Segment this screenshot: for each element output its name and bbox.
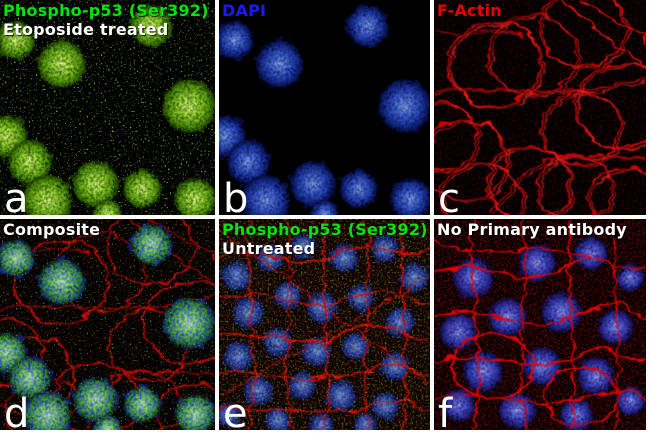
panel-b-title: DAPI bbox=[222, 1, 267, 20]
micrograph-f-no-primary bbox=[434, 219, 646, 430]
micrograph-d-composite bbox=[0, 219, 215, 430]
micrograph-b-dapi-nuclei bbox=[219, 0, 430, 215]
panel-f: No Primary antibody f bbox=[434, 219, 646, 430]
panel-d: Composite d bbox=[0, 219, 215, 430]
panel-a-title: Phospho-p53 (Ser392) bbox=[3, 1, 209, 20]
panel-e-letter: e bbox=[223, 391, 248, 430]
panel-e-title: Phospho-p53 (Ser392) bbox=[222, 220, 428, 239]
panel-a-subtitle: Etoposide treated bbox=[3, 20, 169, 39]
panel-a: Phospho-p53 (Ser392) Etoposide treated a bbox=[0, 0, 215, 215]
panel-b-letter: b bbox=[223, 176, 249, 215]
panel-b-labels: DAPI bbox=[222, 1, 266, 20]
panel-b: DAPI b bbox=[219, 0, 430, 215]
panel-f-labels: No Primary antibody bbox=[437, 220, 627, 239]
panel-e: Phospho-p53 (Ser392) Untreated e bbox=[219, 219, 430, 430]
micrograph-e-untreated bbox=[219, 219, 430, 430]
panel-c-title: F-Actin bbox=[437, 1, 502, 20]
panel-a-letter: a bbox=[4, 176, 29, 215]
panel-e-subtitle: Untreated bbox=[222, 239, 316, 258]
panel-d-labels: Composite bbox=[3, 220, 100, 239]
panel-c-labels: F-Actin bbox=[437, 1, 502, 20]
micrograph-a-green-nuclei bbox=[0, 0, 215, 215]
panel-c-letter: c bbox=[438, 176, 460, 215]
panel-f-title: No Primary antibody bbox=[437, 220, 627, 239]
panel-f-letter: f bbox=[438, 391, 453, 430]
panel-d-title: Composite bbox=[3, 220, 101, 239]
panel-a-labels: Phospho-p53 (Ser392) Etoposide treated bbox=[3, 1, 209, 39]
panel-c: F-Actin c bbox=[434, 0, 646, 215]
micrograph-c-factin bbox=[434, 0, 646, 215]
panel-d-letter: d bbox=[4, 391, 30, 430]
panel-e-labels: Phospho-p53 (Ser392) Untreated bbox=[222, 220, 428, 258]
